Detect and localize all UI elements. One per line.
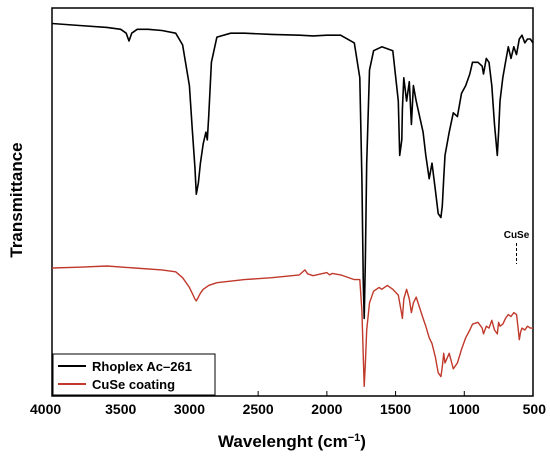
x-tick-label: 3500 [105,401,136,417]
annotation-layer: CuSe [504,230,530,264]
x-tick-label: 500 [523,401,547,417]
x-axis-title-main: Wavelenght (cm [218,432,348,451]
x-axis-title-close: ) [360,432,366,451]
legend: Rhoplex Ac–261 CuSe coating [52,353,216,396]
annotation-label: CuSe [504,230,530,241]
x-tick-label: 2000 [311,401,342,417]
x-tick-label: 3000 [174,401,205,417]
x-tick-label: 2500 [243,401,274,417]
series-line-rhoplex [51,22,534,320]
x-axis-title-superscript: −1 [348,432,361,444]
x-tick-label: 4000 [30,401,61,417]
legend-label-rhoplex: Rhoplex Ac–261 [92,359,192,374]
legend-label-cuse: CuSe coating [92,377,175,392]
series-line-cuse [51,265,533,387]
series-layer [51,22,534,387]
y-axis-title: Transmittance [7,142,26,257]
x-tick-label: 1000 [449,401,480,417]
x-tick-label: 1500 [380,401,411,417]
x-axis-tick-labels: 4000 3500 3000 2500 2000 1500 1000 500 [30,401,546,417]
legend-box [52,353,216,396]
plot-frame [51,7,534,397]
x-axis-title: Wavelenght (cm−1) [218,432,366,451]
